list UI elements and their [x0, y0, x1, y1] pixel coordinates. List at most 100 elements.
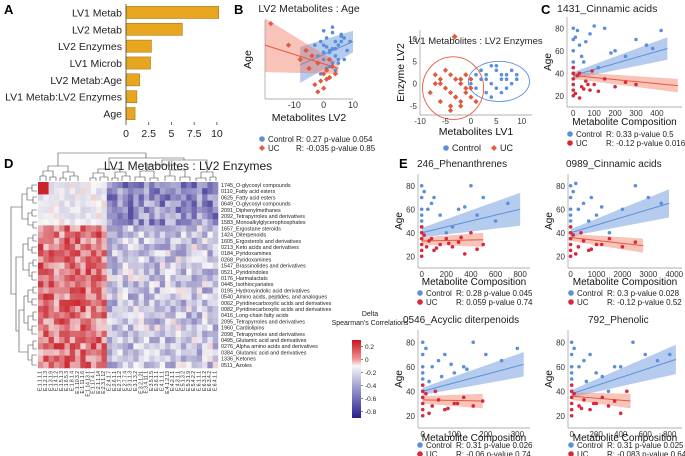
confidence-band-uc [422, 393, 483, 409]
heatmap-cell [186, 318, 192, 325]
heatmap-cell [175, 225, 182, 232]
heatmap-cell [75, 188, 81, 195]
data-point-control [643, 352, 648, 357]
heatmap-cell [143, 361, 150, 369]
heatmap-cell [186, 287, 192, 294]
data-point-uc [613, 84, 617, 89]
data-point-control [330, 61, 335, 65]
heatmap-cell [128, 219, 134, 226]
heatmap-cell [69, 206, 76, 214]
heatmap-cell [101, 188, 108, 195]
data-point-uc [446, 241, 451, 246]
heatmap-cell [154, 306, 161, 313]
heatmap-cell [48, 182, 55, 189]
heatmap-cell [170, 299, 176, 307]
data-point-uc [306, 65, 312, 72]
heatmap-cell [159, 188, 166, 195]
heatmap-cell [90, 361, 97, 369]
heatmap-cell [207, 206, 214, 214]
legend-marker-uc [568, 451, 574, 456]
heatmap-cell [202, 188, 208, 195]
data-point-control [620, 207, 625, 212]
heatmap-cell [59, 343, 65, 350]
heatmap-cell [90, 231, 97, 239]
heatmap-cell [48, 250, 55, 257]
heatmap-cell [180, 231, 187, 239]
heatmap-cell [196, 337, 203, 344]
heatmap-cell [159, 206, 166, 214]
heatmap-cell [80, 287, 86, 294]
heatmap-cell [207, 361, 214, 369]
heatmap-cell [165, 275, 171, 282]
heatmap-cell [75, 262, 81, 270]
heatmap-row-label: 0625_Fatty acid esters [221, 195, 276, 201]
heatmap-cell [122, 306, 129, 313]
x-tick-label: 800 [663, 430, 677, 439]
heatmap-cell [165, 330, 171, 338]
heatmap-cell [180, 237, 187, 245]
data-point-control [327, 50, 332, 55]
data-point-control [569, 371, 574, 375]
data-point-control [429, 201, 434, 206]
heatmap-cell [170, 219, 176, 226]
heatmap-cell [207, 287, 214, 294]
heatmap-cell [133, 200, 139, 208]
heatmap-cell [202, 330, 208, 338]
heatmap-cell [38, 306, 44, 313]
heatmap-cell [196, 287, 203, 294]
data-point-control [618, 364, 623, 369]
data-point-control [330, 30, 335, 35]
heatmap-cell [106, 213, 113, 220]
scatter-panel-lv: LV1 Metabolites : LV2 Enzymes-10 -5 0 5 10-5… [395, 30, 543, 153]
heatmap-cell [69, 225, 76, 232]
heatmap-cell [196, 281, 203, 288]
data-point-control [430, 364, 434, 369]
heatmap-cell [106, 293, 113, 301]
heatmap-cell [191, 361, 198, 369]
heatmap-cell [212, 231, 219, 239]
data-point-uc [600, 395, 605, 400]
heatmap-cell [212, 349, 219, 356]
heatmap-cell [149, 318, 155, 325]
heatmap-cell [138, 182, 145, 189]
data-point-uc [582, 398, 586, 402]
data-point-uc [436, 398, 441, 402]
data-point-control [571, 189, 575, 194]
data-point-uc [453, 94, 459, 100]
heatmap-cell [196, 194, 203, 201]
heatmap-cell [64, 324, 71, 332]
bar-label-4: LV1 Microb [70, 58, 122, 70]
heatmap-cell [202, 306, 208, 313]
heatmap-cell [138, 219, 145, 226]
heatmap-cell [128, 330, 134, 338]
heatmap-cell [170, 206, 176, 214]
heatmap-cell [80, 281, 86, 288]
heatmap-cell [128, 182, 134, 189]
heatmap-cell [106, 318, 113, 325]
heatmap-cell [196, 275, 203, 282]
heatmap-cell [133, 237, 139, 245]
heatmap-cell [43, 231, 49, 239]
x-tick-label: 0 [321, 100, 326, 110]
heatmap-cell [122, 324, 129, 332]
data-point-control [339, 34, 344, 38]
heatmap-cell [180, 306, 187, 313]
heatmap-cell [207, 200, 214, 208]
heatmap-cell [133, 337, 139, 344]
data-point-control [419, 195, 424, 200]
heatmap-cell [165, 343, 171, 350]
column-dendrogram-branch [114, 171, 127, 178]
heatmap-cell [59, 219, 65, 226]
data-point-uc [323, 76, 330, 82]
legend-group-control: Control [268, 135, 294, 144]
heatmap-cell [207, 330, 214, 338]
data-point-uc [419, 230, 424, 235]
heatmap-cell [85, 182, 92, 189]
heatmap-cell [143, 293, 150, 301]
data-point-uc [326, 56, 333, 63]
heatmap-cell [64, 188, 71, 195]
heatmap-cell [112, 306, 118, 313]
heatmap-cell [80, 337, 86, 344]
